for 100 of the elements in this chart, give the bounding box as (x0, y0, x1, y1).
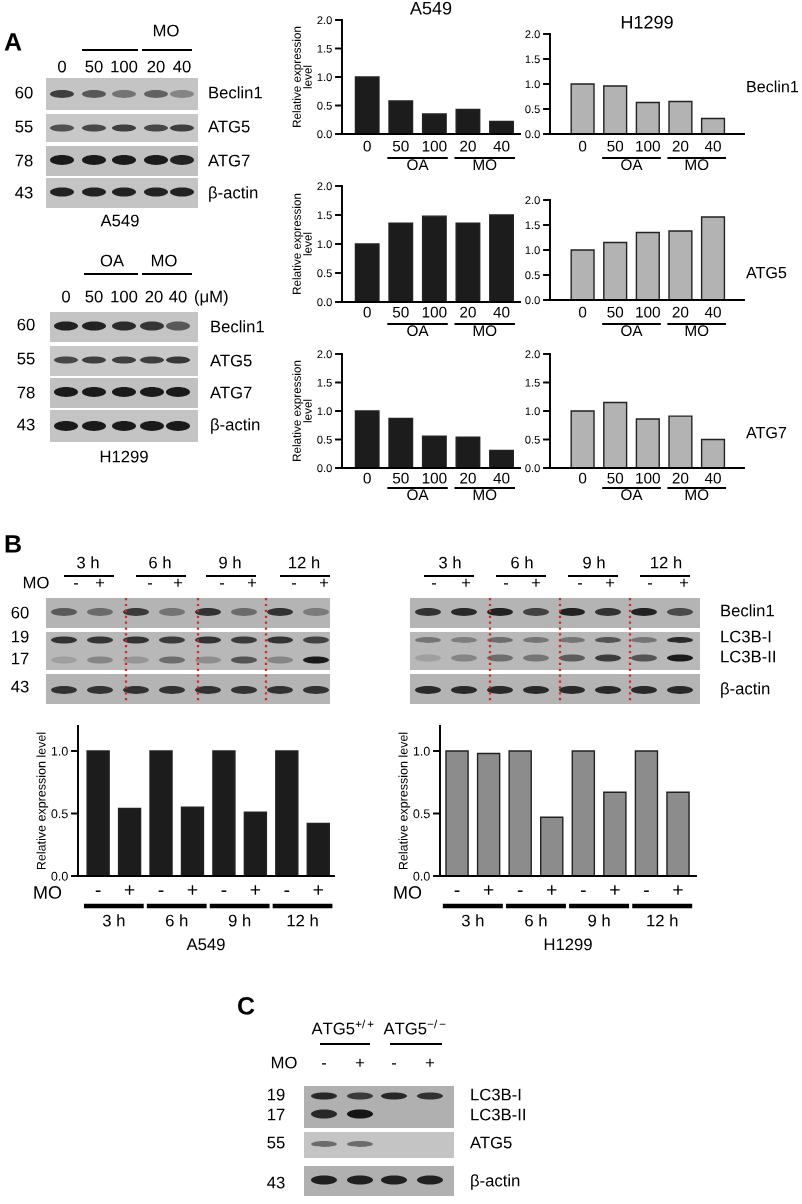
text: 19 (268, 1088, 285, 1101)
text: - (391, 1063, 397, 1065)
text: 55 (15, 120, 33, 133)
text: 55 (17, 352, 35, 365)
text: Beclin1 (209, 86, 262, 99)
text: 12 h (647, 914, 678, 927)
x-tick-label: - (95, 890, 101, 892)
text: 9 h (588, 914, 610, 927)
text: Beclin1 (211, 320, 264, 333)
bar (212, 750, 236, 876)
text: ATG5$^{−/−}$ (383, 1019, 446, 1035)
bar (571, 750, 596, 876)
text: - (647, 583, 653, 585)
bar (445, 750, 469, 876)
text: 3 h (102, 914, 125, 927)
text: - (503, 583, 509, 585)
bar (388, 222, 414, 302)
text: ATG7 (210, 386, 252, 399)
text: 50 (85, 290, 103, 303)
x-tick-label: + (250, 885, 261, 895)
text: 19 (12, 630, 29, 643)
bar (489, 214, 514, 302)
text: 40 (169, 290, 187, 303)
text: ATG5 (210, 354, 252, 367)
text: 3 h (77, 556, 99, 569)
bar (570, 410, 595, 468)
bar (455, 436, 481, 468)
bar (570, 249, 595, 300)
text: ATG5 (746, 266, 787, 279)
text: Beclin1 (747, 80, 799, 93)
text: 100 (111, 290, 138, 303)
bar (421, 215, 447, 302)
text: LC3B-I (471, 1088, 521, 1101)
text: 43 (15, 186, 33, 199)
text: LC3B-II (471, 1108, 525, 1121)
text: OA (100, 254, 125, 267)
text: 9 h (228, 914, 251, 927)
text: 20 (147, 60, 165, 73)
x-tick-label: - (454, 890, 460, 892)
x-tick-label: - (221, 890, 227, 892)
bar (700, 438, 726, 468)
chart-title: A549 (409, 1, 452, 15)
bar (476, 752, 501, 876)
text: β-actin (721, 682, 770, 698)
text: 0 (62, 290, 70, 303)
text: 20 (145, 290, 163, 303)
text: MO (153, 24, 179, 37)
text: 3 h (461, 914, 484, 927)
text: B (5, 535, 21, 553)
text: 43 (267, 1176, 285, 1189)
text: MO (34, 886, 62, 899)
text: 12 h (289, 556, 320, 569)
text: β-actin (471, 1174, 520, 1190)
x-tick-label: + (313, 885, 323, 895)
text: ATG5 (470, 1136, 512, 1149)
text: 60 (15, 86, 33, 99)
text: - (147, 583, 153, 585)
bar (603, 791, 627, 876)
bar (508, 750, 532, 876)
text: + (461, 578, 471, 587)
text: - (431, 583, 437, 585)
text: 60 (11, 606, 29, 619)
x-tick-label: - (644, 890, 649, 892)
text: 6 h (511, 556, 533, 569)
text: LC3B-I (721, 630, 771, 643)
bar (668, 415, 693, 468)
x-tick-label: + (673, 885, 683, 895)
bar (455, 222, 481, 302)
text: - (321, 1063, 327, 1065)
text: MO (151, 254, 177, 267)
bar (666, 791, 690, 876)
x-tick-label: + (610, 885, 620, 895)
bar (603, 85, 628, 134)
bar (570, 83, 595, 134)
text: - (577, 583, 583, 585)
x-tick-label: - (158, 890, 164, 892)
text: C (238, 997, 255, 1015)
text: 40 (173, 60, 191, 73)
text: + (531, 578, 541, 587)
bar (455, 108, 481, 134)
bar (489, 120, 514, 134)
bar (421, 113, 447, 134)
text: 12 h (651, 556, 682, 569)
bar (700, 216, 726, 300)
text: MO (394, 886, 422, 899)
text: + (605, 578, 615, 587)
text: + (247, 578, 257, 587)
bar (388, 417, 414, 468)
text: + (425, 1058, 435, 1067)
bar (354, 410, 380, 468)
bar (86, 750, 110, 876)
bar (635, 231, 660, 300)
bar (354, 243, 380, 302)
text: 100 (111, 60, 138, 73)
bar (603, 401, 628, 468)
text: ATG7 (208, 154, 250, 167)
text: 6 h (166, 914, 188, 927)
x-tick-label: - (580, 890, 586, 892)
bar (275, 750, 299, 876)
text: 55 (267, 1136, 285, 1149)
